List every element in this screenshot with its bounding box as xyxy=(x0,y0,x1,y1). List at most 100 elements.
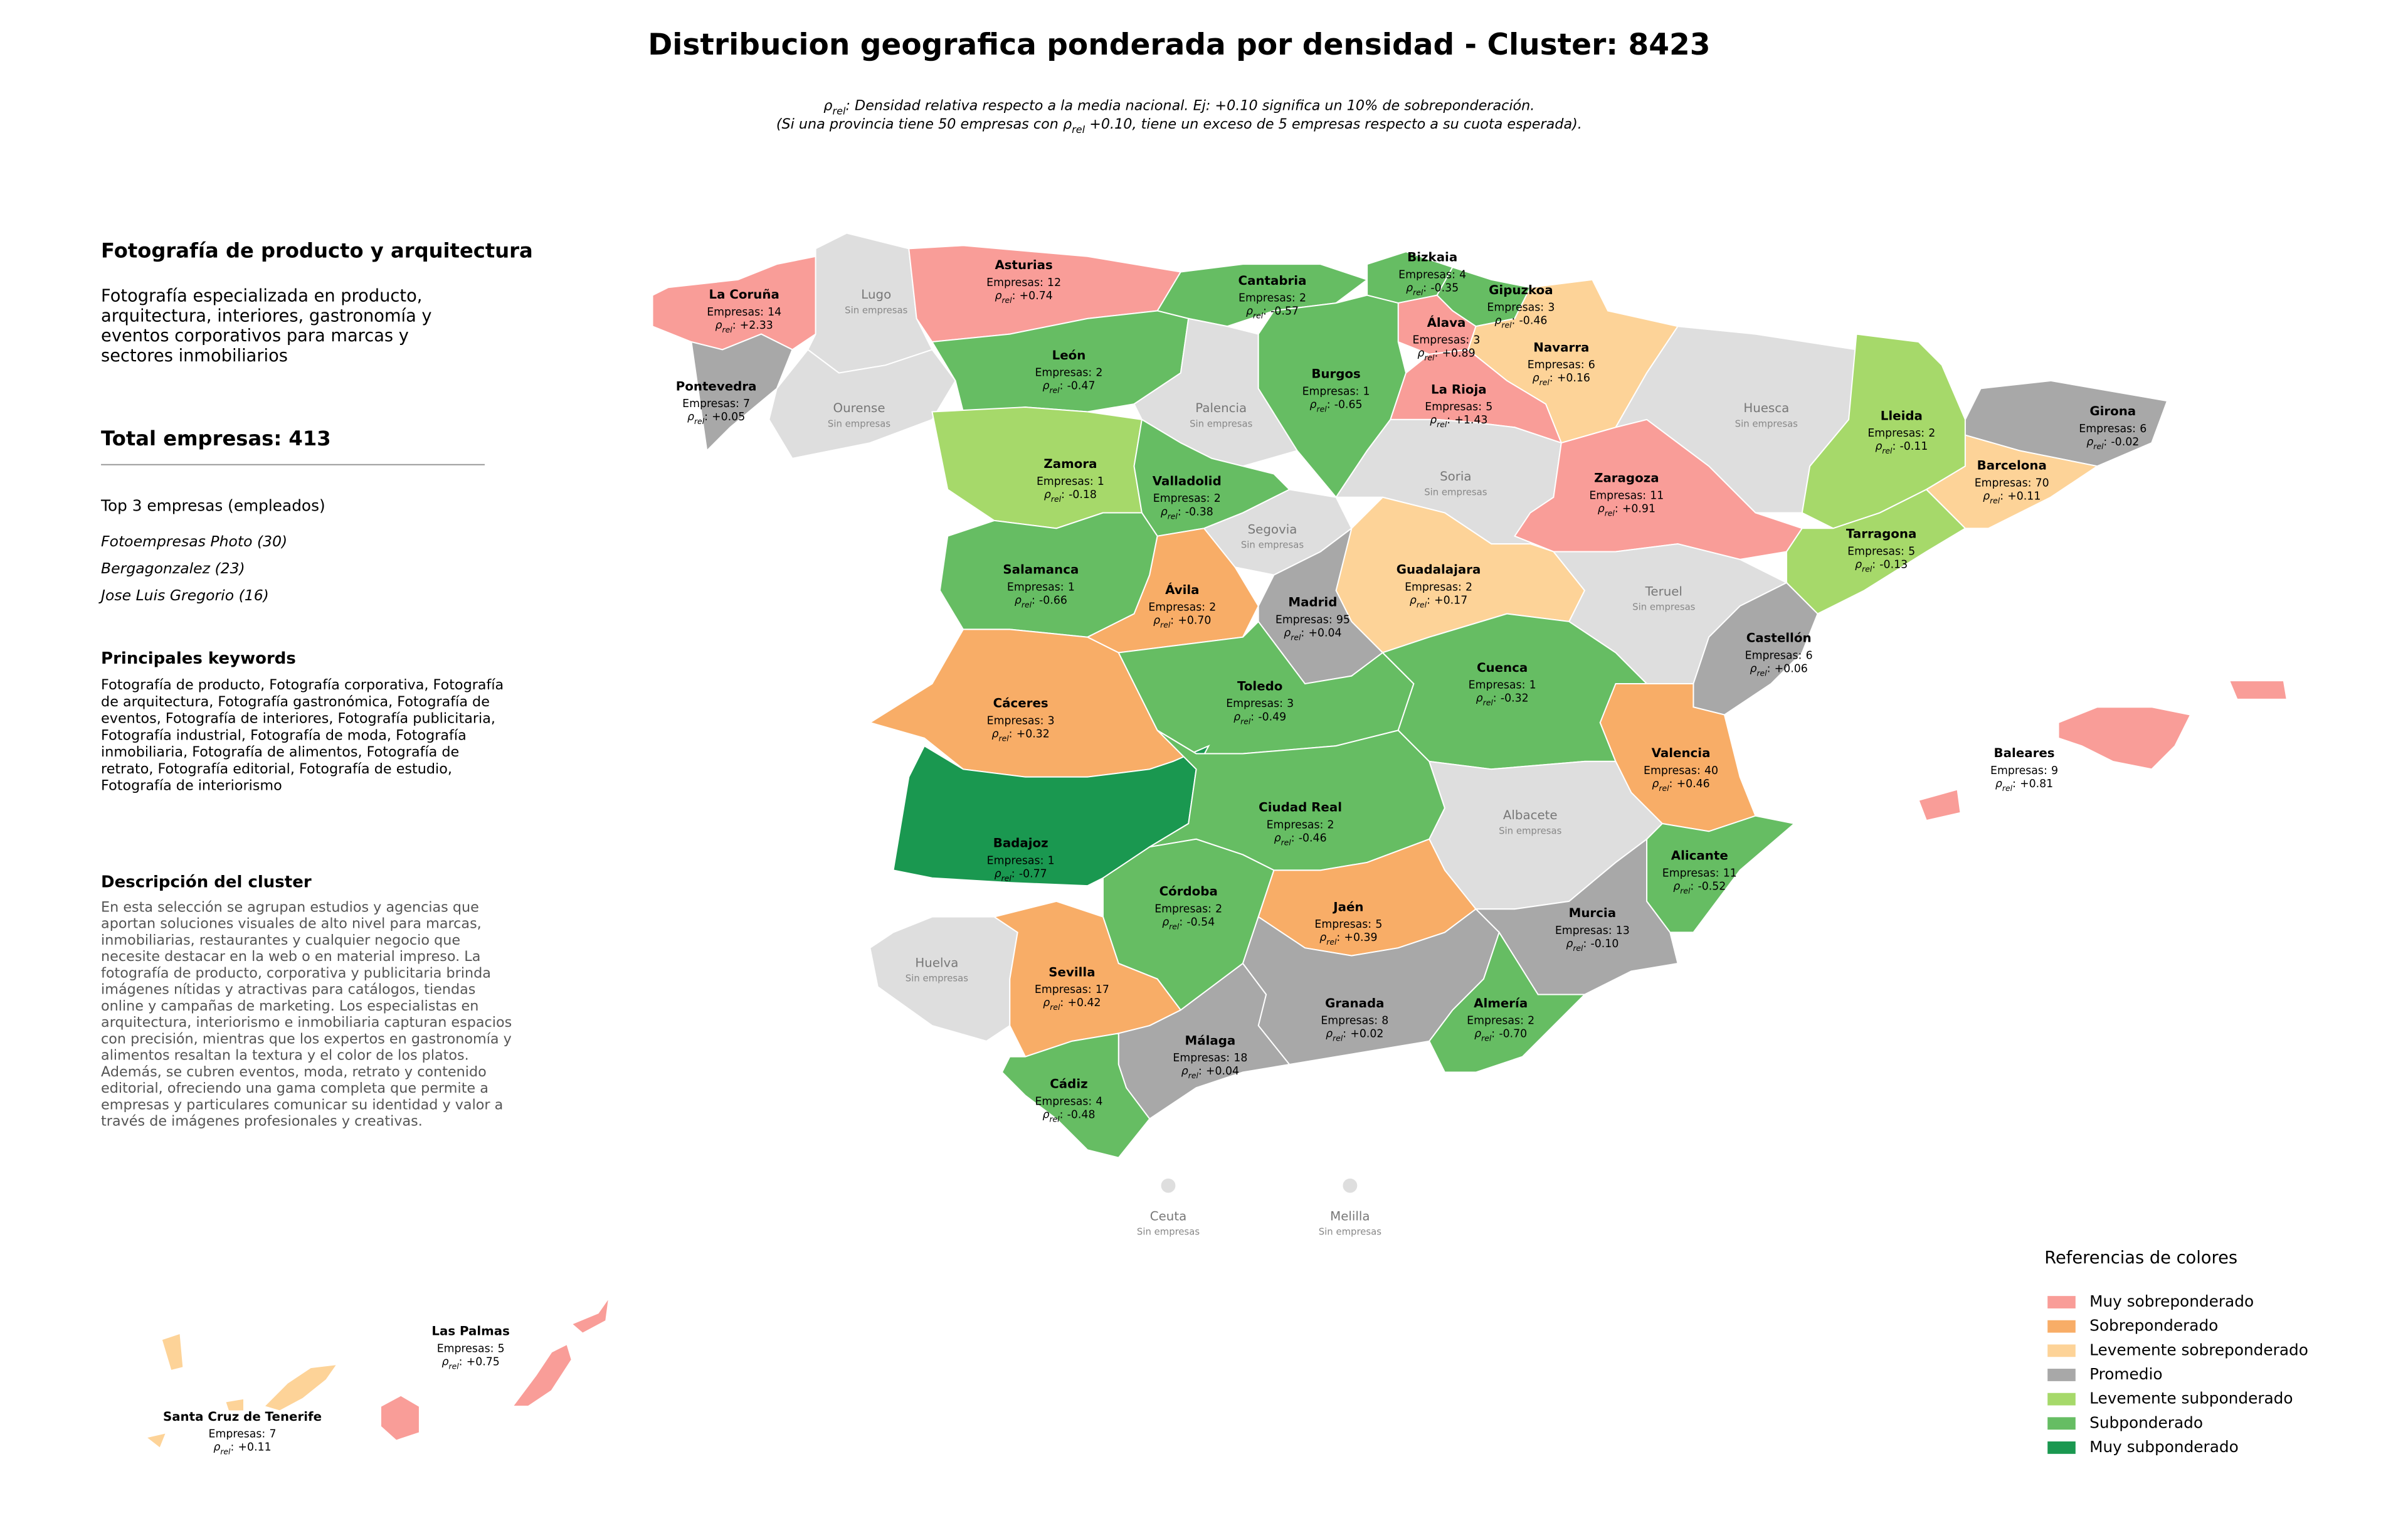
rho-symbol: ρ xyxy=(1044,489,1051,501)
rho-value: -0.38 xyxy=(1185,506,1213,518)
province-shape xyxy=(1341,1177,1359,1194)
rho-value: +0.04 xyxy=(1206,1065,1239,1078)
rho-subscript: rel xyxy=(1049,1115,1060,1123)
description-line: través de imágenes profesionales y creat… xyxy=(101,1113,423,1130)
rho-label: ρrel: +0.16 xyxy=(1533,372,1590,387)
province-name: Teruel xyxy=(1645,584,1682,598)
legend-label: Promedio xyxy=(2089,1365,2162,1383)
rho-label: ρrel: +0.42 xyxy=(1043,997,1101,1011)
rho-subscript: rel xyxy=(2093,442,2104,450)
intro-line: eventos corporativos para marcas y xyxy=(101,326,409,346)
rho-label: ρrel: +0.74 xyxy=(995,290,1052,304)
legend-label: Muy sobreponderado xyxy=(2089,1292,2254,1310)
description-line: necesite destacar en la web o en materia… xyxy=(101,948,480,965)
empresas-prefix: Empresas: xyxy=(1867,427,1925,440)
province-name: Santa Cruz de Tenerife xyxy=(163,1409,322,1424)
empresas-label: Empresas: 1 xyxy=(1469,679,1536,692)
rho-suffix: : xyxy=(2103,436,2107,448)
rho-value: +2.33 xyxy=(740,319,773,332)
empresas-prefix: Empresas: xyxy=(1267,819,1324,831)
empresas-label: Empresas: 5 xyxy=(1425,401,1492,413)
empresas-label: Empresas: 5 xyxy=(1847,545,1915,558)
rho-symbol: ρ xyxy=(716,319,722,332)
rho-value: +0.02 xyxy=(1350,1028,1383,1041)
empresas-value: 2 xyxy=(1096,367,1102,379)
intro-line: sectores inmobiliarios xyxy=(101,346,288,366)
empresas-value: 2 xyxy=(1215,903,1222,915)
rho-subscript: rel xyxy=(1291,633,1301,642)
top-heading: Top 3 empresas (empleados) xyxy=(100,497,325,515)
empresas-value: 8 xyxy=(1381,1015,1388,1027)
rho-symbol: ρ xyxy=(1326,1028,1333,1041)
rho-suffix: : xyxy=(1291,832,1295,845)
rho-value: -0.13 xyxy=(1879,559,1908,571)
province-shape xyxy=(1001,1032,1151,1159)
rho-symbol: ρ xyxy=(1406,282,1413,295)
rho-label: ρrel: -0.66 xyxy=(1015,595,1067,610)
rho-symbol: ρ xyxy=(2086,436,2093,448)
description-line: inmobiliarias, restaurantes y cualquier … xyxy=(101,932,460,948)
empresas-label: Empresas: 11 xyxy=(1589,489,1664,502)
province-name: Álava xyxy=(1427,316,1466,330)
province-name: Navarra xyxy=(1533,340,1589,354)
province-name: León xyxy=(1052,348,1086,363)
empresas-value: 3 xyxy=(1548,302,1555,314)
rho-symbol: ρ xyxy=(1652,778,1659,790)
legend-swatch xyxy=(2047,1296,2076,1308)
rho-label: ρrel: -0.18 xyxy=(1044,489,1097,504)
rho-suffix: : xyxy=(1060,997,1064,1009)
empresas-prefix: Empresas: xyxy=(1528,359,1585,371)
empresas-value: 2 xyxy=(1928,427,1935,440)
subtitle-line: (Si una provincia tiene 50 empresas con … xyxy=(776,116,1582,136)
rho-subscript: rel xyxy=(1501,321,1512,329)
empresas-label: Empresas: 3 xyxy=(1226,698,1294,710)
rho-value: -0.77 xyxy=(1019,868,1047,881)
rho-subscript: rel xyxy=(1001,874,1012,883)
empresas-value: 13 xyxy=(1616,925,1630,937)
rho-value: +0.06 xyxy=(1775,663,1808,676)
empresas-prefix: Empresas: xyxy=(987,854,1044,867)
description-heading: Descripción del cluster xyxy=(101,873,312,892)
rho-label: ρrel: +0.02 xyxy=(1326,1028,1383,1043)
province-shape xyxy=(1786,489,1967,615)
rho-value: +0.04 xyxy=(1308,627,1341,640)
rho-label: ρrel: -0.02 xyxy=(2086,436,2139,451)
empresas-label: Empresas: 7 xyxy=(682,398,750,410)
rho-suffix: : xyxy=(1060,380,1064,393)
rho-label: ρrel: -0.32 xyxy=(1476,692,1529,708)
empresas-value: 5 xyxy=(1486,401,1492,413)
rho-value: -0.32 xyxy=(1501,692,1529,705)
empresas-label: Empresas: 95 xyxy=(1275,613,1350,626)
rho-symbol: ρ xyxy=(213,1441,220,1454)
subtitle-part: (Si una provincia tiene 50 empresas con … xyxy=(776,116,1072,132)
empresas-prefix: Empresas: xyxy=(1153,492,1210,505)
rho-suffix: : xyxy=(1669,778,1673,790)
empresas-prefix: Empresas: xyxy=(1007,581,1064,593)
empresas-label: Empresas: 2 xyxy=(1267,819,1334,831)
empresas-label: Empresas: 6 xyxy=(2079,423,2147,435)
rho-symbol: ρ xyxy=(1417,348,1424,360)
empresas-prefix: Empresas: xyxy=(1405,581,1462,593)
rho-subscript: rel xyxy=(1756,669,1767,677)
no-data-label: Sin empresas xyxy=(1241,539,1304,551)
province-name: Valencia xyxy=(1652,746,1711,760)
legend-swatch xyxy=(2047,1393,2076,1406)
rho-suffix: : xyxy=(1263,305,1267,318)
rho-subscript: rel xyxy=(1051,495,1062,504)
rho-label: ρrel: -0.13 xyxy=(1855,559,1908,574)
rho-subscript: rel xyxy=(2002,783,2013,792)
empresas-label: Empresas: 4 xyxy=(1035,1095,1102,1108)
province-name: Valladolid xyxy=(1153,474,1222,488)
rho-value: -0.70 xyxy=(1499,1028,1527,1041)
province-name: Tarragona xyxy=(1846,527,1916,541)
rho-suffix: : xyxy=(1423,282,1427,295)
rho-label: ρrel: -0.46 xyxy=(1494,315,1547,330)
rho-suffix: : xyxy=(1011,868,1015,881)
province-name: Ciudad Real xyxy=(1259,800,1342,815)
rho-label: ρrel: -0.54 xyxy=(1162,916,1215,931)
rho-symbol: ρ xyxy=(1875,440,1882,453)
rho-label: ρrel: +0.46 xyxy=(1652,778,1709,793)
rho-value: +0.74 xyxy=(1020,290,1053,302)
rho-value: +0.91 xyxy=(1622,502,1656,515)
rho-label: ρrel: +0.75 xyxy=(442,1356,500,1371)
